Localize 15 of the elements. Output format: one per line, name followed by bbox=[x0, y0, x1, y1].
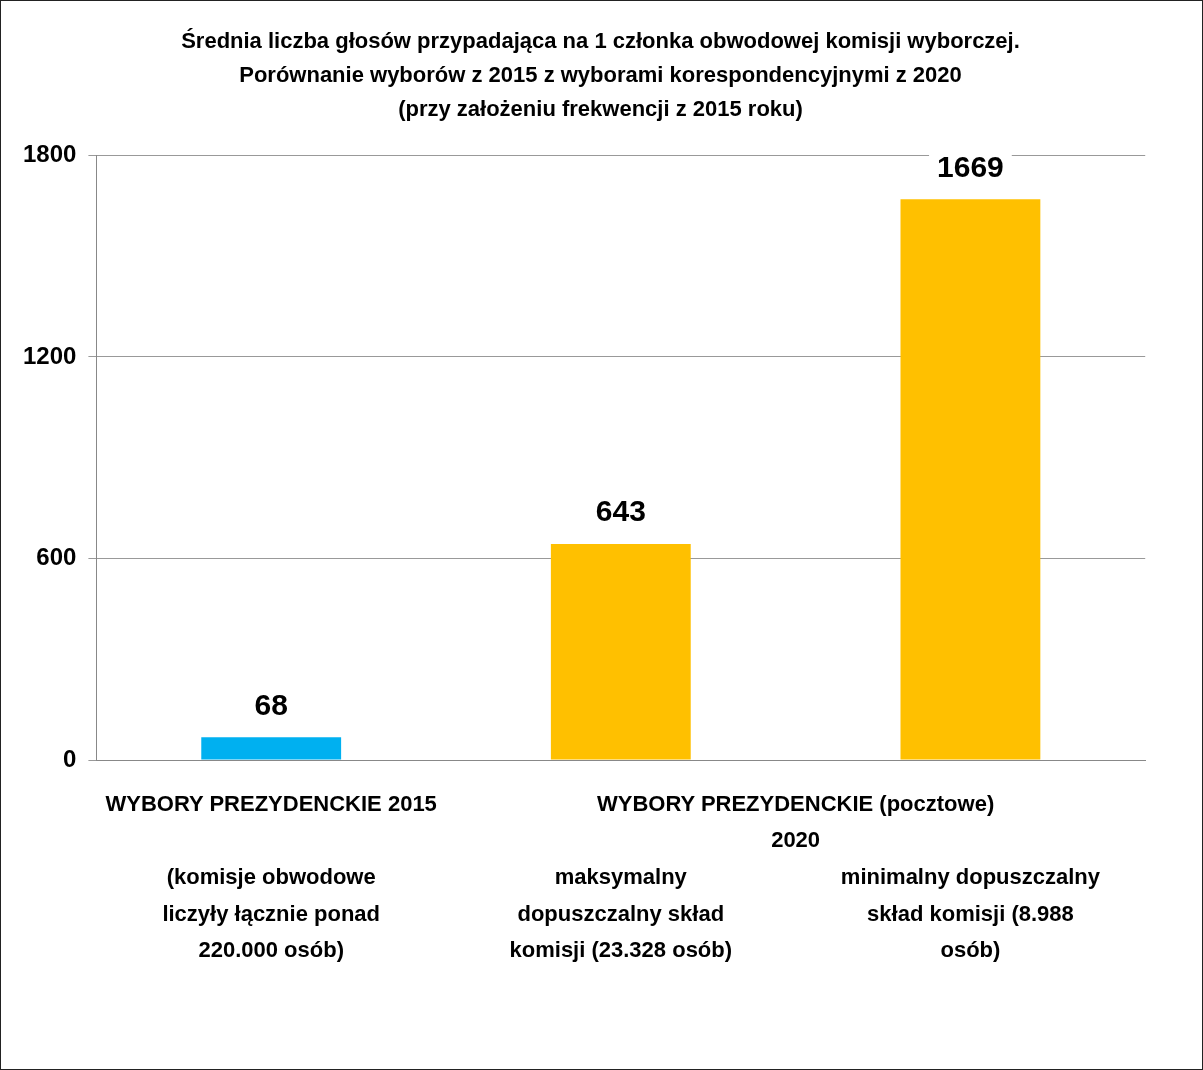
y-tick-label: 600 bbox=[36, 543, 77, 571]
chart-title: Średnia liczba głosów przypadająca na 1 członka obwodowej komisji wyborczej. Porównanie wyborów z 2015 z wyborami korespondencyjnymi z 2020 (przy założeniu frekwencji z 2015 roku) bbox=[181, 28, 1020, 122]
y-tick-label: 1200 bbox=[23, 341, 77, 369]
data-label: 1669 bbox=[937, 149, 1004, 183]
y-tick-label: 0 bbox=[63, 744, 77, 772]
data-label: 643 bbox=[595, 494, 646, 528]
x-tick-label: minimalny dopuszczalny skład komisji (8.988 osób) bbox=[840, 864, 1101, 962]
text: WYBORY PREZYDENCKIE 2015 bbox=[105, 791, 437, 817]
x-tick-label: maksymalny dopuszczalny skład komisji (23.328 osób) bbox=[509, 864, 733, 962]
bar bbox=[201, 737, 342, 760]
x-tick-label: (komisje obwodowe liczyły łącznie ponad 220.000 osób) bbox=[162, 864, 381, 962]
bar bbox=[900, 199, 1041, 760]
y-tick-label: 1800 bbox=[23, 139, 77, 167]
data-label: 68 bbox=[254, 687, 288, 721]
bar bbox=[550, 544, 691, 760]
